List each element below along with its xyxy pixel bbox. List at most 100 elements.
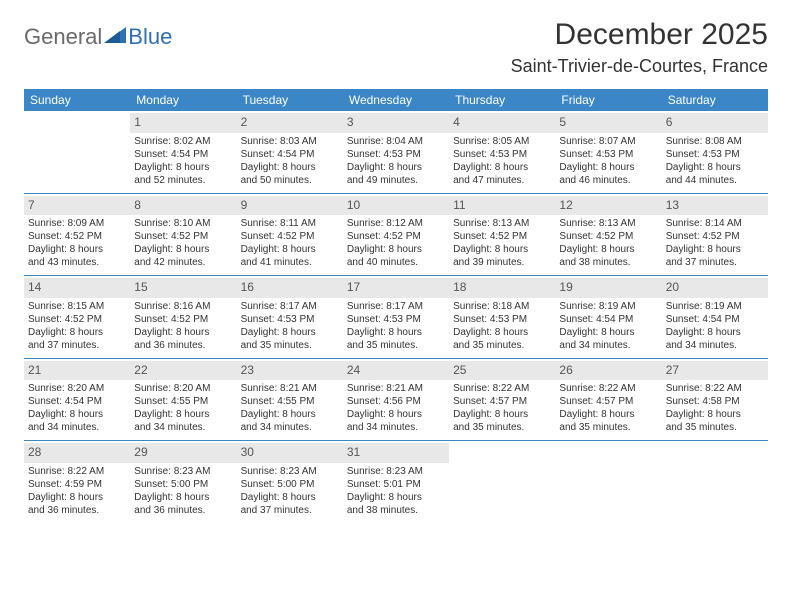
sunset-text: Sunset: 5:00 PM xyxy=(241,478,339,491)
weekday-header: Monday xyxy=(130,89,236,111)
daylight1-text: Daylight: 8 hours xyxy=(453,326,551,339)
daylight1-text: Daylight: 8 hours xyxy=(134,161,232,174)
daylight2-text: and 37 minutes. xyxy=(666,256,764,269)
logo-text-general: General xyxy=(24,24,102,50)
daylight2-text: and 34 minutes. xyxy=(559,339,657,352)
sunrise-text: Sunrise: 8:23 AM xyxy=(347,465,445,478)
day-number: 31 xyxy=(343,443,449,463)
sunset-text: Sunset: 5:01 PM xyxy=(347,478,445,491)
daylight1-text: Daylight: 8 hours xyxy=(241,408,339,421)
daylight2-text: and 40 minutes. xyxy=(347,256,445,269)
daylight2-text: and 35 minutes. xyxy=(347,339,445,352)
day-number: 9 xyxy=(237,196,343,216)
calendar-week-row: 14Sunrise: 8:15 AMSunset: 4:52 PMDayligh… xyxy=(24,276,768,359)
daylight1-text: Daylight: 8 hours xyxy=(28,408,126,421)
sunset-text: Sunset: 4:58 PM xyxy=(666,395,764,408)
sunset-text: Sunset: 4:54 PM xyxy=(241,148,339,161)
sunrise-text: Sunrise: 8:22 AM xyxy=(559,382,657,395)
daylight1-text: Daylight: 8 hours xyxy=(666,326,764,339)
daylight1-text: Daylight: 8 hours xyxy=(28,326,126,339)
calendar-day-cell: 4Sunrise: 8:05 AMSunset: 4:53 PMDaylight… xyxy=(449,111,555,193)
calendar-day-cell xyxy=(449,441,555,523)
daylight2-text: and 42 minutes. xyxy=(134,256,232,269)
daylight1-text: Daylight: 8 hours xyxy=(241,243,339,256)
calendar-header-row: Sunday Monday Tuesday Wednesday Thursday… xyxy=(24,89,768,111)
daylight2-text: and 50 minutes. xyxy=(241,174,339,187)
sunrise-text: Sunrise: 8:22 AM xyxy=(666,382,764,395)
daylight1-text: Daylight: 8 hours xyxy=(134,491,232,504)
calendar-week-row: 7Sunrise: 8:09 AMSunset: 4:52 PMDaylight… xyxy=(24,193,768,276)
daylight1-text: Daylight: 8 hours xyxy=(559,161,657,174)
day-number: 26 xyxy=(555,361,661,381)
day-number: 17 xyxy=(343,278,449,298)
calendar-day-cell: 15Sunrise: 8:16 AMSunset: 4:52 PMDayligh… xyxy=(130,276,236,359)
day-number: 15 xyxy=(130,278,236,298)
sunset-text: Sunset: 4:54 PM xyxy=(28,395,126,408)
calendar-day-cell: 2Sunrise: 8:03 AMSunset: 4:54 PMDaylight… xyxy=(237,111,343,193)
calendar-day-cell: 21Sunrise: 8:20 AMSunset: 4:54 PMDayligh… xyxy=(24,358,130,441)
sunrise-text: Sunrise: 8:21 AM xyxy=(241,382,339,395)
daylight2-text: and 35 minutes. xyxy=(453,421,551,434)
calendar-day-cell xyxy=(24,111,130,193)
day-number: 4 xyxy=(449,113,555,133)
calendar-day-cell: 23Sunrise: 8:21 AMSunset: 4:55 PMDayligh… xyxy=(237,358,343,441)
sunset-text: Sunset: 4:52 PM xyxy=(28,230,126,243)
calendar-day-cell xyxy=(662,441,768,523)
sunrise-text: Sunrise: 8:21 AM xyxy=(347,382,445,395)
calendar-day-cell: 19Sunrise: 8:19 AMSunset: 4:54 PMDayligh… xyxy=(555,276,661,359)
day-number: 11 xyxy=(449,196,555,216)
sunset-text: Sunset: 4:52 PM xyxy=(453,230,551,243)
day-number: 13 xyxy=(662,196,768,216)
day-number: 12 xyxy=(555,196,661,216)
day-number: 19 xyxy=(555,278,661,298)
daylight2-text: and 34 minutes. xyxy=(241,421,339,434)
daylight1-text: Daylight: 8 hours xyxy=(347,408,445,421)
calendar-day-cell: 13Sunrise: 8:14 AMSunset: 4:52 PMDayligh… xyxy=(662,193,768,276)
daylight1-text: Daylight: 8 hours xyxy=(666,408,764,421)
sunset-text: Sunset: 4:54 PM xyxy=(666,313,764,326)
calendar-day-cell: 20Sunrise: 8:19 AMSunset: 4:54 PMDayligh… xyxy=(662,276,768,359)
daylight1-text: Daylight: 8 hours xyxy=(134,326,232,339)
day-number: 28 xyxy=(24,443,130,463)
calendar-week-row: 21Sunrise: 8:20 AMSunset: 4:54 PMDayligh… xyxy=(24,358,768,441)
calendar-day-cell: 26Sunrise: 8:22 AMSunset: 4:57 PMDayligh… xyxy=(555,358,661,441)
day-number: 22 xyxy=(130,361,236,381)
daylight1-text: Daylight: 8 hours xyxy=(666,161,764,174)
calendar-day-cell: 29Sunrise: 8:23 AMSunset: 5:00 PMDayligh… xyxy=(130,441,236,523)
daylight2-text: and 52 minutes. xyxy=(134,174,232,187)
logo-triangle-icon xyxy=(104,25,126,50)
daylight1-text: Daylight: 8 hours xyxy=(666,243,764,256)
calendar-day-cell: 6Sunrise: 8:08 AMSunset: 4:53 PMDaylight… xyxy=(662,111,768,193)
daylight2-text: and 47 minutes. xyxy=(453,174,551,187)
calendar-day-cell: 27Sunrise: 8:22 AMSunset: 4:58 PMDayligh… xyxy=(662,358,768,441)
daylight1-text: Daylight: 8 hours xyxy=(134,243,232,256)
calendar-table: Sunday Monday Tuesday Wednesday Thursday… xyxy=(24,89,768,523)
title-block: December 2025 Saint-Trivier-de-Courtes, … xyxy=(511,18,768,77)
day-number: 20 xyxy=(662,278,768,298)
sunset-text: Sunset: 4:52 PM xyxy=(666,230,764,243)
sunrise-text: Sunrise: 8:13 AM xyxy=(453,217,551,230)
daylight1-text: Daylight: 8 hours xyxy=(559,408,657,421)
day-number: 2 xyxy=(237,113,343,133)
sunset-text: Sunset: 4:54 PM xyxy=(134,148,232,161)
day-number: 7 xyxy=(24,196,130,216)
daylight2-text: and 44 minutes. xyxy=(666,174,764,187)
daylight2-text: and 38 minutes. xyxy=(347,504,445,517)
sunrise-text: Sunrise: 8:09 AM xyxy=(28,217,126,230)
sunset-text: Sunset: 4:59 PM xyxy=(28,478,126,491)
daylight1-text: Daylight: 8 hours xyxy=(28,243,126,256)
weekday-header: Wednesday xyxy=(343,89,449,111)
sunrise-text: Sunrise: 8:23 AM xyxy=(241,465,339,478)
day-number: 30 xyxy=(237,443,343,463)
day-number: 23 xyxy=(237,361,343,381)
daylight2-text: and 34 minutes. xyxy=(28,421,126,434)
daylight2-text: and 35 minutes. xyxy=(241,339,339,352)
daylight2-text: and 37 minutes. xyxy=(241,504,339,517)
calendar-body: 1Sunrise: 8:02 AMSunset: 4:54 PMDaylight… xyxy=(24,111,768,523)
sunset-text: Sunset: 4:53 PM xyxy=(666,148,764,161)
sunrise-text: Sunrise: 8:11 AM xyxy=(241,217,339,230)
day-number: 10 xyxy=(343,196,449,216)
sunset-text: Sunset: 4:57 PM xyxy=(453,395,551,408)
daylight1-text: Daylight: 8 hours xyxy=(241,161,339,174)
sunrise-text: Sunrise: 8:20 AM xyxy=(134,382,232,395)
